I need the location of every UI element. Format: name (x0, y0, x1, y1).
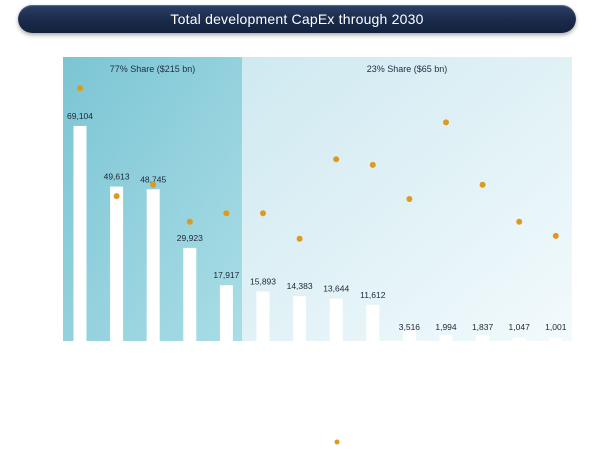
value-label-14: 1,001 (545, 322, 567, 332)
bar-5 (219, 285, 233, 341)
panel-label-2: 23% Share ($65 bn) (367, 64, 448, 74)
value-label-7: 14,383 (287, 281, 313, 291)
marker-6 (260, 210, 266, 217)
bar-12 (476, 335, 490, 341)
bar-2 (110, 186, 124, 341)
chart-title-banner: Total development CapEx through 2030 (18, 5, 576, 33)
value-label-9: 11,612 (360, 290, 386, 300)
marker-9 (369, 161, 376, 168)
marker-7 (296, 235, 303, 242)
bar-9 (366, 304, 380, 341)
panel-label-1: 77% Share ($215 bn) (110, 64, 196, 74)
bar-3 (146, 189, 160, 341)
value-label-12: 1,837 (472, 322, 494, 332)
bar-7 (293, 296, 307, 341)
marker-3 (150, 181, 157, 188)
value-label-8: 13,644 (323, 284, 349, 294)
bar-8 (329, 298, 343, 341)
marker-8 (333, 156, 340, 163)
value-label-3: 48,745 (140, 174, 166, 184)
orphan-marker (334, 439, 340, 445)
bar-13 (512, 337, 526, 341)
value-label-4: 29,923 (177, 233, 203, 243)
bar-4 (183, 247, 197, 341)
bar-14 (549, 337, 563, 341)
marker-5 (223, 210, 230, 217)
value-label-5: 17,917 (213, 270, 239, 280)
marker-11 (443, 119, 449, 126)
value-label-1: 69,104 (67, 111, 93, 121)
marker-13 (516, 218, 523, 225)
value-label-10: 3,516 (399, 322, 421, 332)
marker-1 (77, 85, 83, 92)
bar-10 (402, 330, 416, 341)
marker-4 (186, 218, 193, 225)
bar-1 (73, 125, 87, 341)
marker-14 (552, 232, 559, 239)
value-label-6: 15,893 (250, 277, 276, 287)
bar-11 (439, 334, 453, 341)
marker-10 (406, 196, 413, 202)
marker-2 (113, 193, 120, 200)
value-label-13: 1,047 (509, 322, 531, 332)
value-label-11: 1,994 (435, 322, 457, 332)
value-label-2: 49,613 (104, 172, 130, 182)
marker-12 (479, 181, 486, 188)
chart-title: Total development CapEx through 2030 (170, 11, 424, 27)
bar-6 (256, 291, 270, 341)
